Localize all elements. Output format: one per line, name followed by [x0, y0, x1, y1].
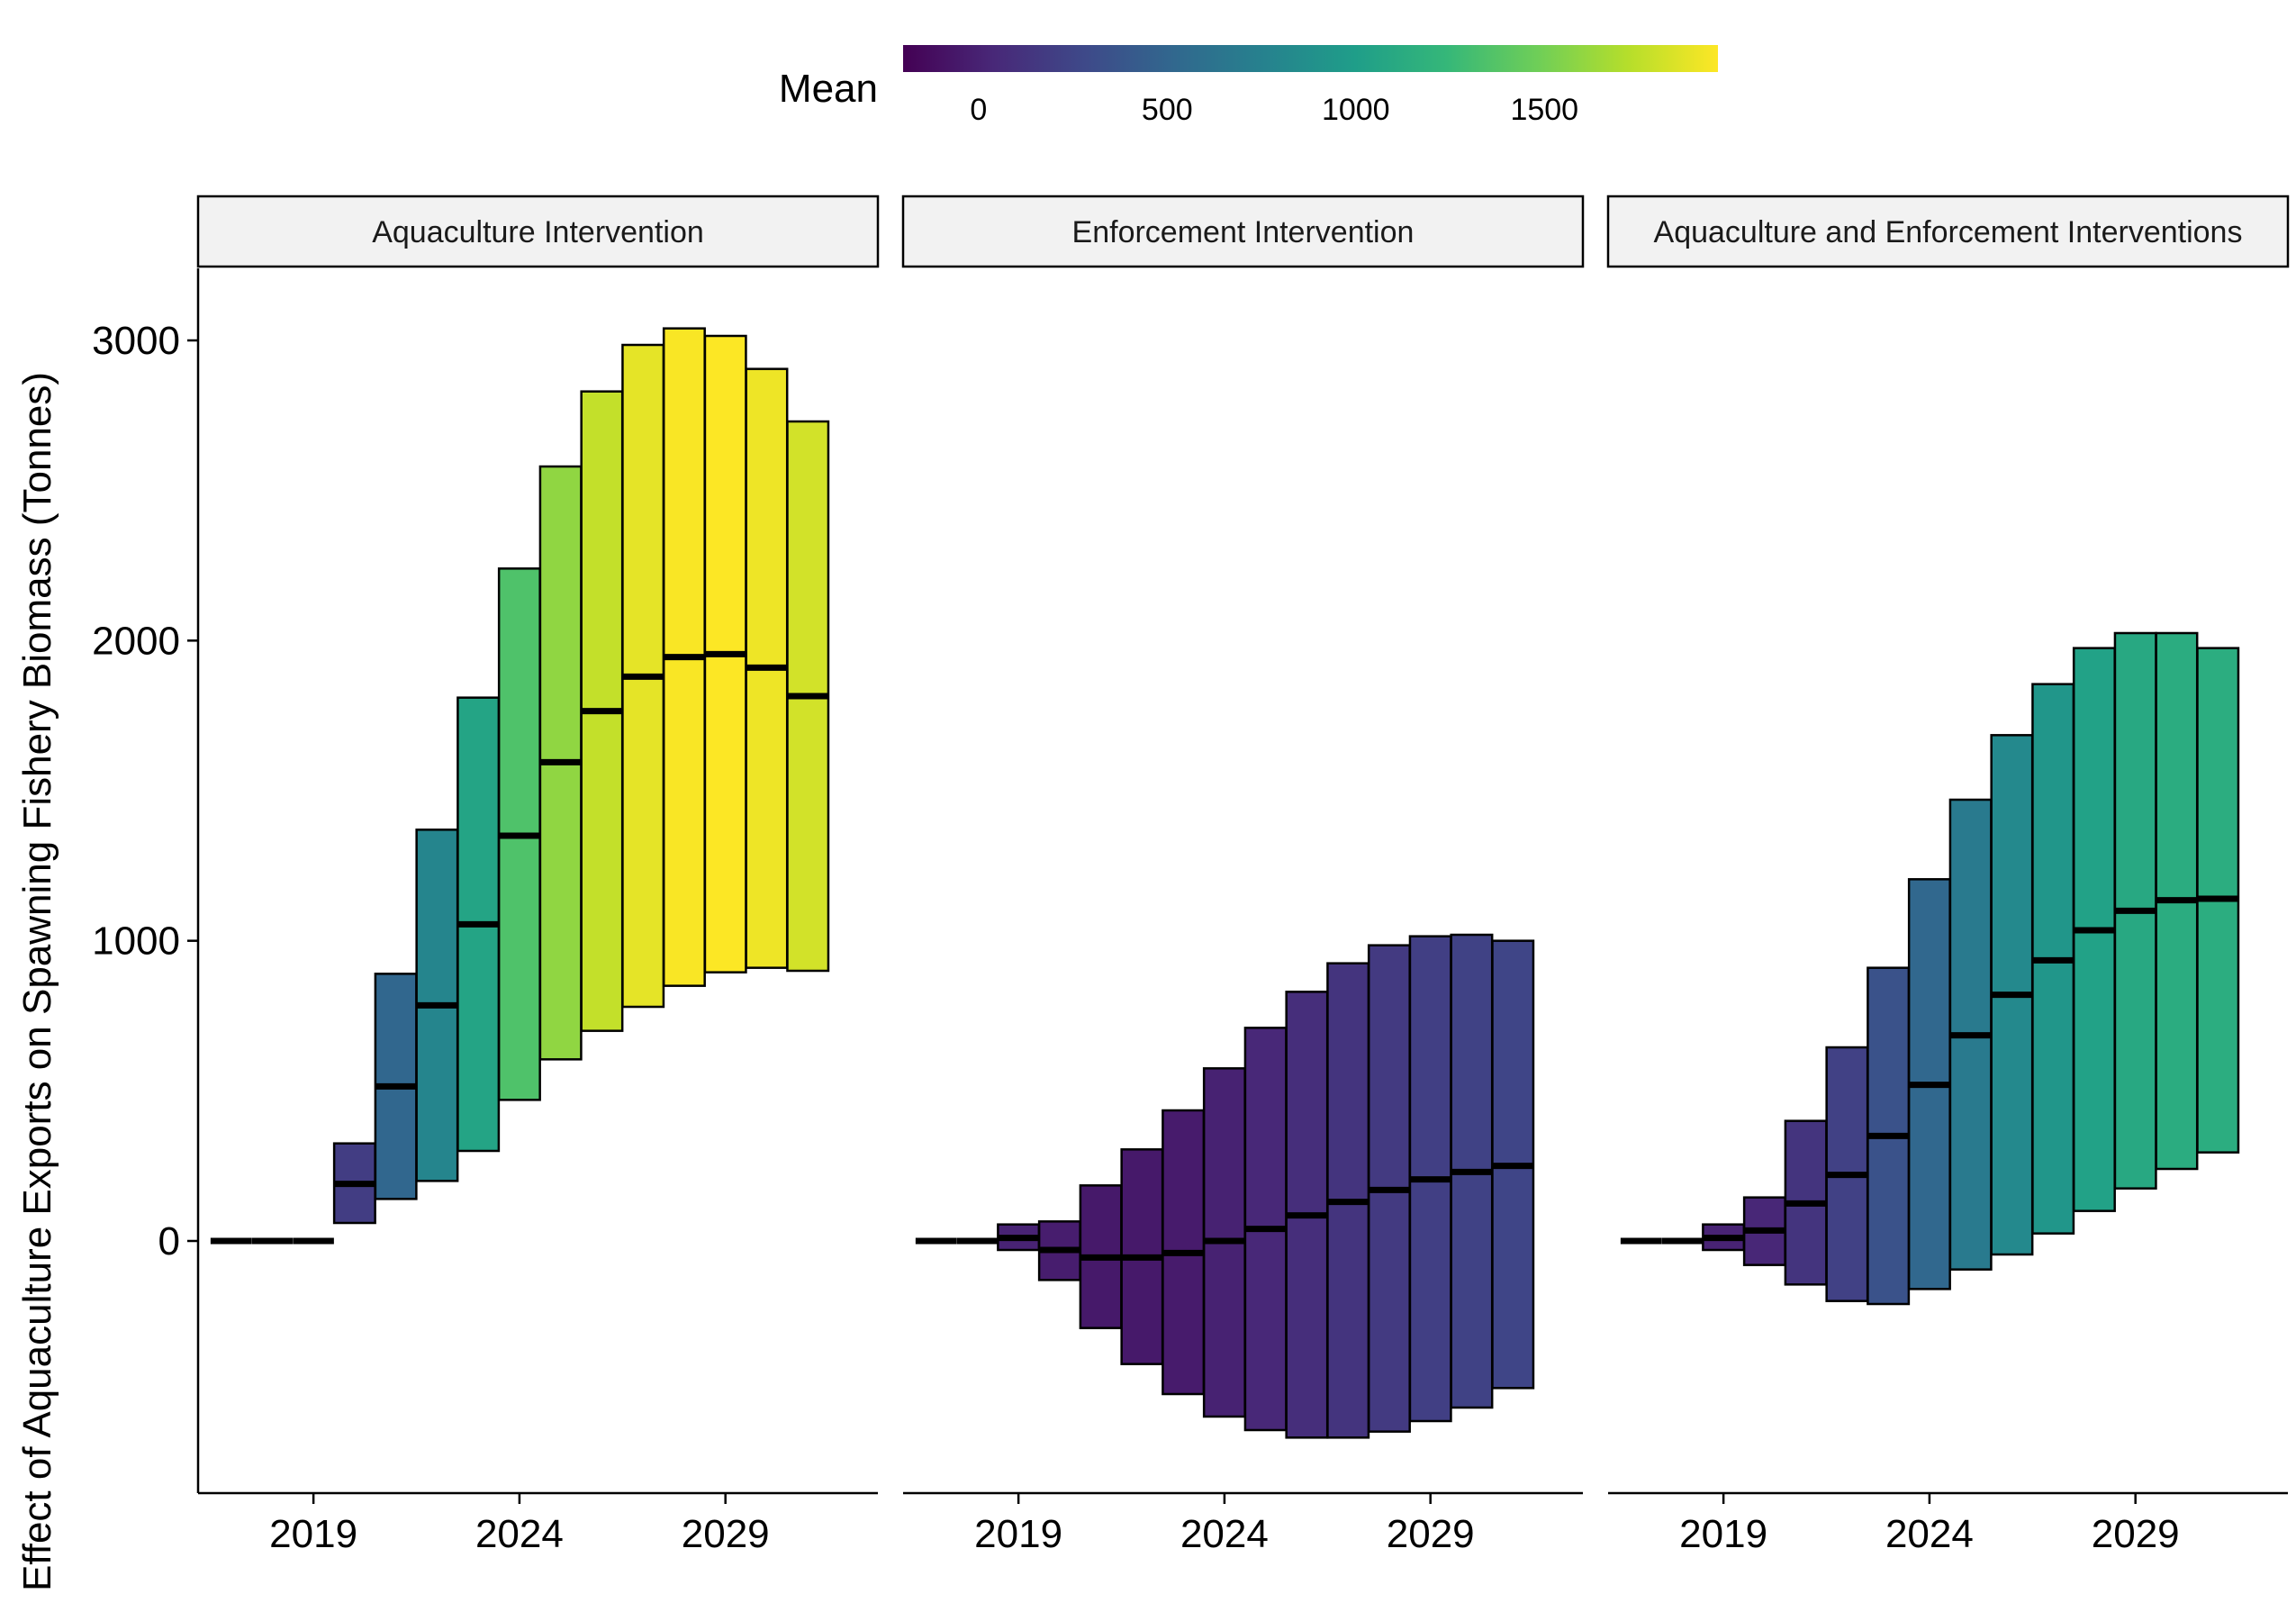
facet-strip-label: Aquaculture Intervention	[372, 215, 704, 249]
facet-panel: Aquaculture Intervention 2019 2024 2029	[196, 195, 880, 1556]
y-axis: 0 1000 2000 3000	[92, 268, 200, 1493]
x-tick-label: 2019	[1679, 1512, 1767, 1556]
legend-tick-group: 0 500 1000 1500	[970, 93, 1578, 127]
legend: Mean 0 500 1000 1500	[779, 45, 1718, 127]
y-axis-title: Effect of Aquaculture Exports on Spawnin…	[15, 372, 59, 1591]
facet-strip-label: Enforcement Intervention	[1072, 215, 1415, 249]
legend-tick-label: 0	[970, 93, 987, 127]
x-tick-label: 2029	[1387, 1512, 1475, 1556]
x-tick-label: 2024	[1885, 1512, 1974, 1556]
x-tick-label: 2019	[974, 1512, 1062, 1556]
facet-strip	[901, 195, 1585, 268]
facet-strip	[1606, 195, 2290, 268]
facet-strip-label: Aquaculture and Enforcement Intervention…	[1654, 215, 2243, 249]
y-tick-label: 2000	[92, 619, 180, 663]
legend-tick-label: 1000	[1322, 93, 1390, 127]
legend-colorbar	[903, 45, 1718, 72]
x-tick-label: 2029	[682, 1512, 770, 1556]
facet-strip	[196, 195, 880, 268]
x-tick-label: 2024	[1180, 1512, 1269, 1556]
y-tick-label: 0	[158, 1219, 180, 1263]
legend-title: Mean	[779, 67, 878, 111]
legend-tick-label: 1500	[1510, 93, 1578, 127]
facet-panel: Enforcement Intervention 2019 2024 2029	[901, 195, 1585, 1556]
facet-panel: Aquaculture and Enforcement Intervention…	[1606, 195, 2290, 1556]
x-tick-label: 2019	[269, 1512, 357, 1556]
x-tick-label: 2024	[475, 1512, 564, 1556]
y-tick-label: 3000	[92, 319, 180, 363]
y-tick-label: 1000	[92, 919, 180, 964]
legend-tick-label: 500	[1142, 93, 1193, 127]
x-tick-label: 2029	[2092, 1512, 2180, 1556]
